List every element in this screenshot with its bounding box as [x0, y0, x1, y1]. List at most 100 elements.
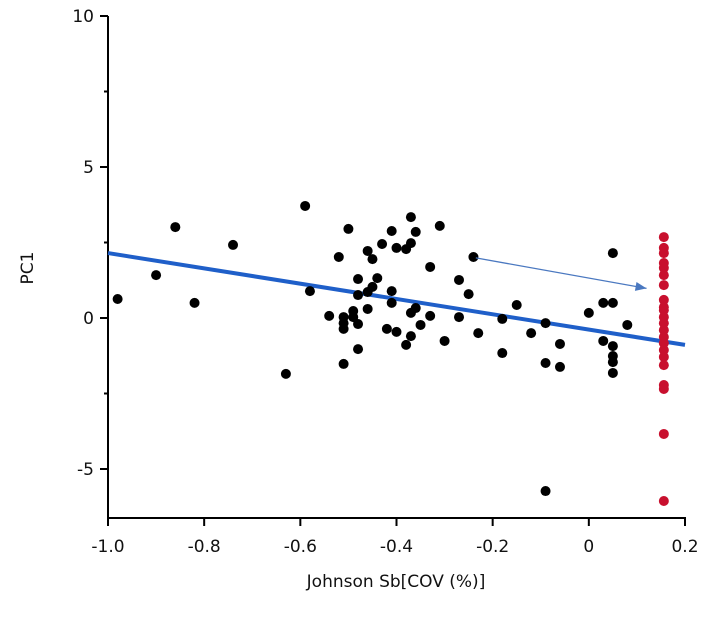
- observed-point: [439, 335, 450, 346]
- observed-point: [526, 328, 537, 339]
- imputed-point: [658, 338, 669, 349]
- observed-point: [463, 289, 474, 300]
- observed-point: [468, 251, 479, 262]
- observed-point: [391, 326, 402, 337]
- annotation-arrow-group: [475, 257, 647, 291]
- observed-point: [405, 238, 416, 249]
- observed-point: [622, 319, 633, 330]
- imputed-point: [658, 248, 669, 259]
- observed-point: [381, 323, 392, 334]
- observed-point: [540, 318, 551, 329]
- x-axis-title: Johnson Sb[COV (%)]: [306, 572, 486, 592]
- observed-point: [391, 242, 402, 253]
- imputed-point: [658, 383, 669, 394]
- imputed-point: [658, 360, 669, 371]
- y-tick-label: 5: [83, 158, 94, 178]
- observed-point: [540, 486, 551, 497]
- observed-point: [454, 274, 465, 285]
- observed-point: [170, 222, 181, 233]
- observed-point: [454, 312, 465, 323]
- observed-point: [333, 251, 344, 262]
- observed-point: [497, 313, 508, 324]
- imputed-point: [658, 232, 669, 243]
- observed-point: [348, 306, 359, 317]
- data-points: [112, 200, 669, 507]
- observed-point: [304, 286, 315, 297]
- observed-point: [324, 310, 335, 321]
- ticks: -1.0 -0.8 -0.6 -0.4 -0.2 0 0.2 10 5 0 -5: [72, 7, 698, 557]
- observed-point: [607, 367, 618, 378]
- observed-point: [372, 273, 383, 284]
- observed-point: [554, 338, 565, 349]
- imputed-point: [658, 270, 669, 281]
- observed-point: [280, 368, 291, 379]
- observed-point: [353, 290, 364, 301]
- y-tick-label: -5: [77, 460, 94, 480]
- observed-point: [497, 348, 508, 359]
- observed-point: [367, 281, 378, 292]
- observed-point: [425, 310, 436, 321]
- x-tick-label: 0: [583, 537, 594, 557]
- imputed-point: [658, 280, 669, 291]
- y-tick-label: 0: [83, 309, 94, 329]
- observed-point: [405, 331, 416, 342]
- imputed-point: [658, 351, 669, 362]
- observed-point: [434, 220, 445, 231]
- x-tick-label: -0.2: [476, 537, 509, 557]
- observed-point: [189, 297, 200, 308]
- observed-point: [112, 293, 123, 304]
- imputed-point: [658, 305, 669, 316]
- observed-point: [410, 226, 421, 237]
- observed-point: [343, 223, 354, 234]
- observed-point: [410, 303, 421, 314]
- observed-point: [151, 270, 162, 281]
- observed-point: [511, 300, 522, 311]
- observed-point: [386, 286, 397, 297]
- observed-point: [607, 248, 618, 259]
- observed-point: [300, 200, 311, 211]
- observed-point: [386, 226, 397, 237]
- annotation-arrow-head: [634, 282, 647, 291]
- x-tick-label: -1.0: [91, 537, 124, 557]
- regression-line: [107, 251, 686, 347]
- observed-point: [377, 239, 388, 250]
- imputed-point: [658, 428, 669, 439]
- imputed-point: [658, 345, 669, 356]
- observed-point: [554, 361, 565, 372]
- observed-point: [583, 307, 594, 318]
- observed-point: [607, 297, 618, 308]
- imputed-point: [658, 294, 669, 305]
- observed-point: [473, 328, 484, 339]
- observed-point: [607, 341, 618, 352]
- observed-point: [338, 358, 349, 369]
- imputed-point: [658, 262, 669, 273]
- observed-point: [353, 319, 364, 330]
- observed-point: [228, 239, 239, 250]
- x-tick-label: -0.4: [380, 537, 413, 557]
- observed-point: [598, 335, 609, 346]
- regression-line-group: [107, 251, 686, 347]
- observed-point: [386, 297, 397, 308]
- observed-point: [353, 344, 364, 355]
- annotation-arrow-shaft: [475, 257, 647, 290]
- observed-point: [598, 297, 609, 308]
- observed-point: [607, 357, 618, 368]
- observed-point: [415, 319, 426, 330]
- x-tick-label: 0.2: [671, 537, 698, 557]
- x-tick-label: -0.8: [188, 537, 221, 557]
- x-tick-label: -0.6: [284, 537, 317, 557]
- observed-point: [362, 303, 373, 314]
- observed-point: [425, 261, 436, 272]
- imputed-point: [658, 496, 669, 507]
- imputed-point: [658, 318, 669, 329]
- observed-point: [353, 274, 364, 285]
- observed-point: [540, 357, 551, 368]
- observed-point: [338, 323, 349, 334]
- observed-point: [367, 254, 378, 265]
- observed-point: [401, 339, 412, 350]
- observed-point: [405, 212, 416, 223]
- y-axis-title: PC1: [18, 252, 38, 285]
- y-tick-label: 10: [72, 7, 94, 27]
- observed-point: [362, 245, 373, 256]
